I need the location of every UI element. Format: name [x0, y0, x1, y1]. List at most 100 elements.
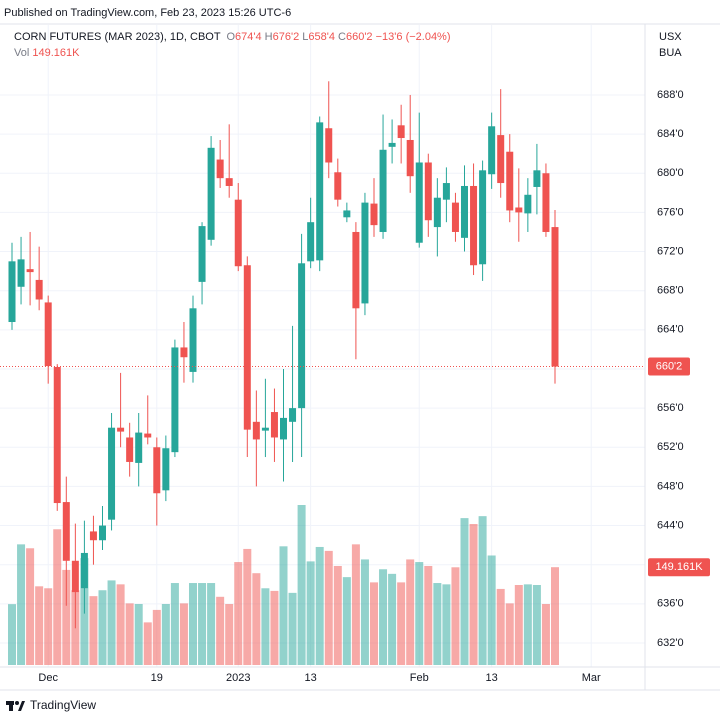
- price-tag-label: 660'2: [656, 360, 683, 372]
- volume-bar: [460, 518, 469, 665]
- volume-bar: [379, 569, 388, 665]
- y-tick-label: 644'0: [657, 519, 684, 531]
- volume-bar: [442, 584, 451, 665]
- volume-bar: [116, 584, 125, 665]
- y-tick-label: 672'0: [657, 245, 684, 257]
- candle-body: [198, 226, 206, 282]
- candle-body: [470, 185, 478, 266]
- unit: BUA: [659, 47, 682, 59]
- candle-body: [325, 128, 333, 163]
- volume-bar: [179, 603, 188, 665]
- price-tag: [648, 357, 690, 376]
- candle-body: [406, 139, 414, 177]
- candle-body: [225, 178, 233, 186]
- legend-key: O: [226, 31, 235, 43]
- x-tick-label: Dec: [38, 672, 58, 684]
- candle-body: [126, 437, 134, 462]
- candle-body: [189, 308, 197, 372]
- volume-bar: [170, 583, 179, 665]
- volume-bar: [397, 582, 406, 665]
- volume-bar: [53, 529, 62, 665]
- x-tick-label: 13: [305, 672, 317, 684]
- volume-bar: [288, 592, 297, 665]
- y-tick-label: 676'0: [657, 206, 684, 218]
- volume-bar: [541, 604, 550, 665]
- volume-last: 149.161K: [32, 47, 80, 59]
- candle-body: [180, 347, 188, 358]
- volume-bar: [261, 588, 270, 665]
- candle-body: [316, 122, 324, 261]
- candle-body: [542, 173, 550, 232]
- y-tick-label: 680'0: [657, 167, 684, 179]
- volume-bar: [424, 565, 433, 665]
- candle-body: [415, 162, 423, 243]
- volume-bar: [44, 588, 53, 665]
- symbol: CORN FUTURES (MAR 2023), 1D, CBOT: [14, 31, 221, 43]
- legend-line: CORN FUTURES (MAR 2023), 1D, CBOT O674'4…: [14, 31, 451, 43]
- candle-body: [433, 197, 441, 228]
- legend-key: H: [265, 31, 273, 43]
- y-tick-label: 632'0: [657, 637, 684, 649]
- volume-bar: [351, 544, 360, 665]
- volume-bar: [297, 505, 306, 665]
- candle-body: [117, 427, 125, 432]
- candle-body: [533, 170, 541, 187]
- volume-bar: [406, 559, 415, 665]
- x-tick-label: Feb: [410, 672, 429, 684]
- volume-bar: [469, 524, 478, 665]
- candle-body: [307, 222, 315, 262]
- y-tick-label: 648'0: [657, 480, 684, 492]
- candle-body: [461, 185, 468, 238]
- volume-bar: [89, 596, 98, 665]
- candle-body: [515, 207, 523, 213]
- volume-bar: [532, 585, 541, 665]
- volume-bar: [243, 548, 252, 665]
- candle-body: [53, 367, 61, 504]
- volume-name: Vol: [14, 47, 29, 59]
- candle-body: [479, 170, 487, 265]
- volume-bar: [388, 573, 397, 665]
- candle-body: [99, 525, 106, 541]
- x-tick-label: 2023: [226, 672, 250, 684]
- candle-body: [524, 194, 532, 214]
- y-tick-label: 664'0: [657, 324, 684, 336]
- candle-body: [234, 199, 242, 267]
- volume-bar: [234, 562, 243, 665]
- candle-body: [334, 172, 342, 200]
- volume-bar: [198, 583, 207, 665]
- legend-value: 674'4: [235, 31, 262, 43]
- candle-body: [488, 126, 496, 175]
- volume-bar: [161, 604, 170, 665]
- volume-bar: [415, 562, 424, 665]
- candle-body: [26, 269, 34, 273]
- candle-body: [497, 135, 505, 184]
- candle-body: [35, 279, 43, 300]
- candle-body: [352, 231, 360, 309]
- volume-layer: [8, 505, 559, 665]
- volume-bar: [26, 548, 35, 665]
- candle-body: [397, 125, 405, 139]
- candle-body: [289, 408, 297, 422]
- volume-bar: [35, 586, 44, 665]
- legend-value: 676'2: [273, 31, 300, 43]
- volume-bar: [279, 546, 288, 665]
- volume-bar: [342, 577, 351, 665]
- candle-body: [424, 162, 432, 221]
- volume-bar: [360, 559, 369, 665]
- candle-body: [135, 432, 143, 463]
- candle-body: [243, 265, 251, 430]
- candle-body: [207, 147, 215, 240]
- volume-bar: [134, 604, 143, 665]
- candle-body: [71, 560, 79, 593]
- y-tick-label: 656'0: [657, 402, 684, 414]
- legend-key: C: [338, 31, 346, 43]
- volume-legend: Vol 149.161K: [14, 47, 80, 59]
- y-tick-label: 688'0: [657, 89, 684, 101]
- brand-logo: [6, 701, 25, 711]
- volume-bar: [514, 585, 523, 665]
- candle-body: [280, 417, 287, 440]
- volume-bar: [306, 561, 315, 665]
- candle-body: [89, 531, 97, 541]
- candle-body: [298, 263, 306, 409]
- volume-tag-label: 149.161K: [655, 561, 703, 573]
